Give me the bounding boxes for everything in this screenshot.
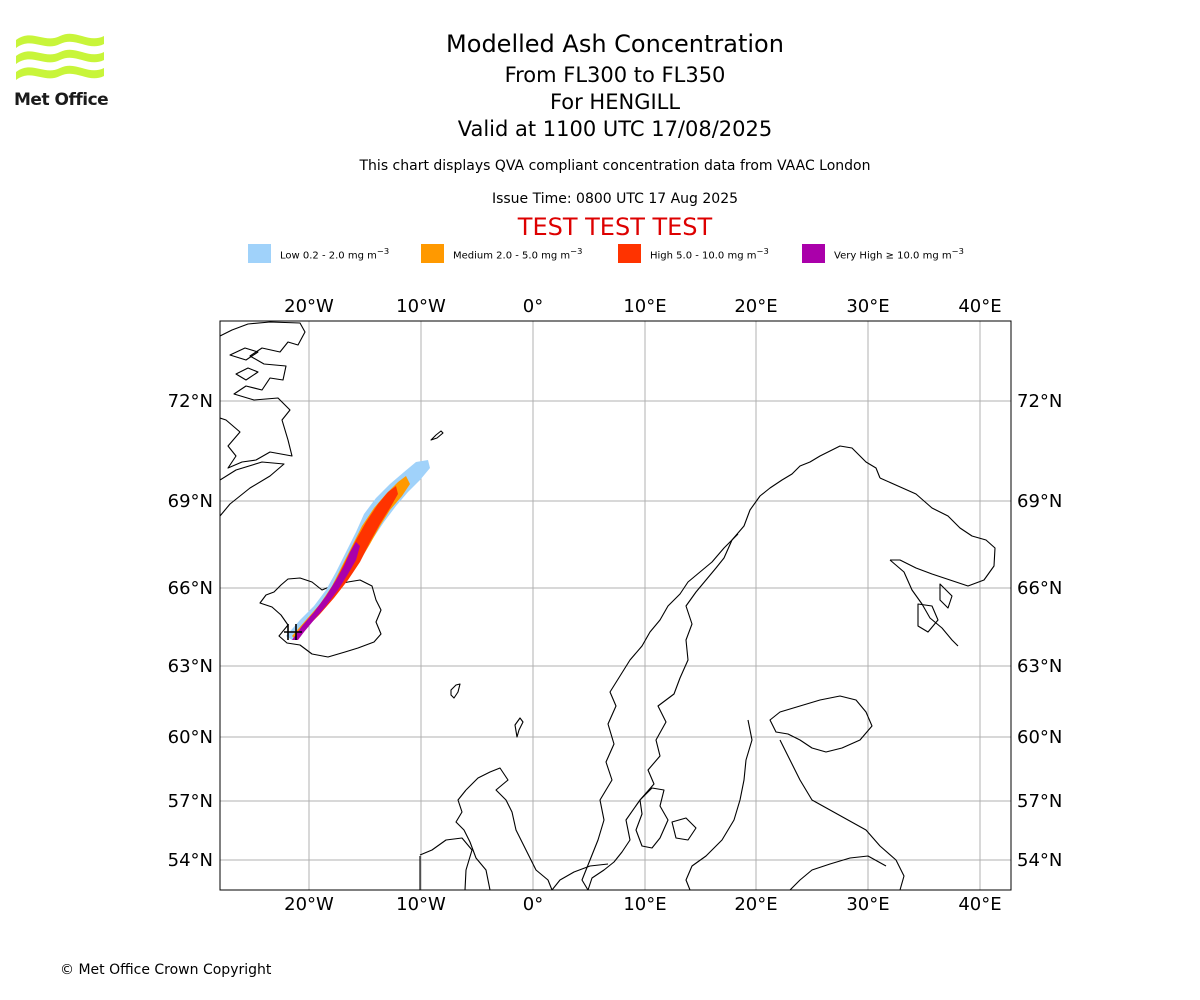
- lon-label-bottom: 10°E: [623, 894, 666, 915]
- lon-label-top: 10°W: [396, 296, 446, 317]
- legend-swatch-very-high: [802, 244, 825, 263]
- legend-item-very-high: Very High ≥ 10.0 mg m−3: [802, 244, 964, 263]
- legend-item-low: Low 0.2 - 2.0 mg m−3: [248, 244, 389, 263]
- coastline-great-britain: [465, 767, 553, 890]
- met-office-waves-icon: [16, 33, 104, 80]
- lat-label-right: 66°N: [1017, 578, 1062, 599]
- lat-label-right: 60°N: [1017, 727, 1062, 748]
- lon-label-bottom: 20°E: [734, 894, 777, 915]
- coastline-greenland: [220, 321, 306, 469]
- lat-label-right: 54°N: [1017, 850, 1062, 871]
- coastline-jan-mayen: [430, 430, 444, 441]
- map-frame: [219, 320, 1012, 891]
- lat-label-left: 66°N: [168, 578, 213, 599]
- ash-plume-very-high: [292, 542, 360, 640]
- coastline-finland: [879, 477, 996, 587]
- coastlines: [220, 321, 996, 890]
- coastline-baltic: [685, 719, 753, 890]
- lat-label-left: 54°N: [168, 850, 213, 871]
- legend-label-very-high: Very High ≥ 10.0 mg m: [834, 250, 952, 262]
- valid-time: Valid at 1100 UTC 17/08/2025: [457, 117, 773, 141]
- lon-label-bottom: 0°: [523, 894, 543, 915]
- lat-label-right: 72°N: [1017, 391, 1062, 412]
- graticule: [220, 321, 1011, 890]
- coastline-scandinavia: [587, 445, 881, 890]
- issue-time: Issue Time: 0800 UTC 17 Aug 2025: [491, 191, 739, 207]
- chart-title: Modelled Ash Concentration: [446, 30, 784, 58]
- lon-label-top: 20°E: [734, 296, 777, 317]
- legend-item-high: High 5.0 - 10.0 mg m−3: [618, 244, 769, 263]
- legend-swatch-low: [248, 244, 271, 263]
- legend-label-high: High 5.0 - 10.0 mg m: [650, 250, 757, 262]
- lat-label-right: 63°N: [1017, 656, 1062, 677]
- lat-label-left: 63°N: [168, 656, 213, 677]
- copyright: © Met Office Crown Copyright: [60, 962, 272, 978]
- legend-label-low: Low 0.2 - 2.0 mg m: [280, 250, 377, 262]
- qva-note: This chart displays QVA compliant concen…: [359, 158, 871, 174]
- lon-label-bottom: 20°W: [284, 894, 334, 915]
- coastline-denmark: [635, 787, 669, 849]
- lon-label-bottom: 10°W: [396, 894, 446, 915]
- lon-label-top: 40°E: [958, 296, 1001, 317]
- lon-label-bottom: 30°E: [846, 894, 889, 915]
- lon-label-top: 0°: [523, 296, 543, 317]
- coastline-ireland: [419, 837, 473, 890]
- legend-label-medium: Medium 2.0 - 5.0 mg m: [453, 250, 571, 262]
- volcano-marker-icon: [284, 624, 302, 640]
- lat-label-left: 57°N: [168, 791, 213, 812]
- test-banner: TEST TEST TEST: [517, 213, 713, 241]
- lat-label-left: 60°N: [168, 727, 213, 748]
- lat-label-left: 72°N: [168, 391, 213, 412]
- volcano-name: For HENGILL: [549, 90, 681, 114]
- lon-label-top: 20°W: [284, 296, 334, 317]
- lon-label-bottom: 40°E: [958, 894, 1001, 915]
- map-area: [220, 321, 1011, 890]
- lat-label-right: 69°N: [1017, 491, 1062, 512]
- legend-item-medium: Medium 2.0 - 5.0 mg m−3: [421, 244, 582, 263]
- coastline-iceland: [259, 577, 382, 658]
- legend-swatch-high: [618, 244, 641, 263]
- lon-label-top: 10°E: [623, 296, 666, 317]
- logo-text: Met Office: [14, 90, 109, 110]
- coastline-shetland: [514, 717, 524, 738]
- legend-swatch-medium: [421, 244, 444, 263]
- lat-label-right: 57°N: [1017, 791, 1062, 812]
- coastline-faroe: [450, 683, 461, 699]
- lat-label-left: 69°N: [168, 491, 213, 512]
- flight-levels: From FL300 to FL350: [504, 63, 726, 87]
- lon-label-top: 30°E: [846, 296, 889, 317]
